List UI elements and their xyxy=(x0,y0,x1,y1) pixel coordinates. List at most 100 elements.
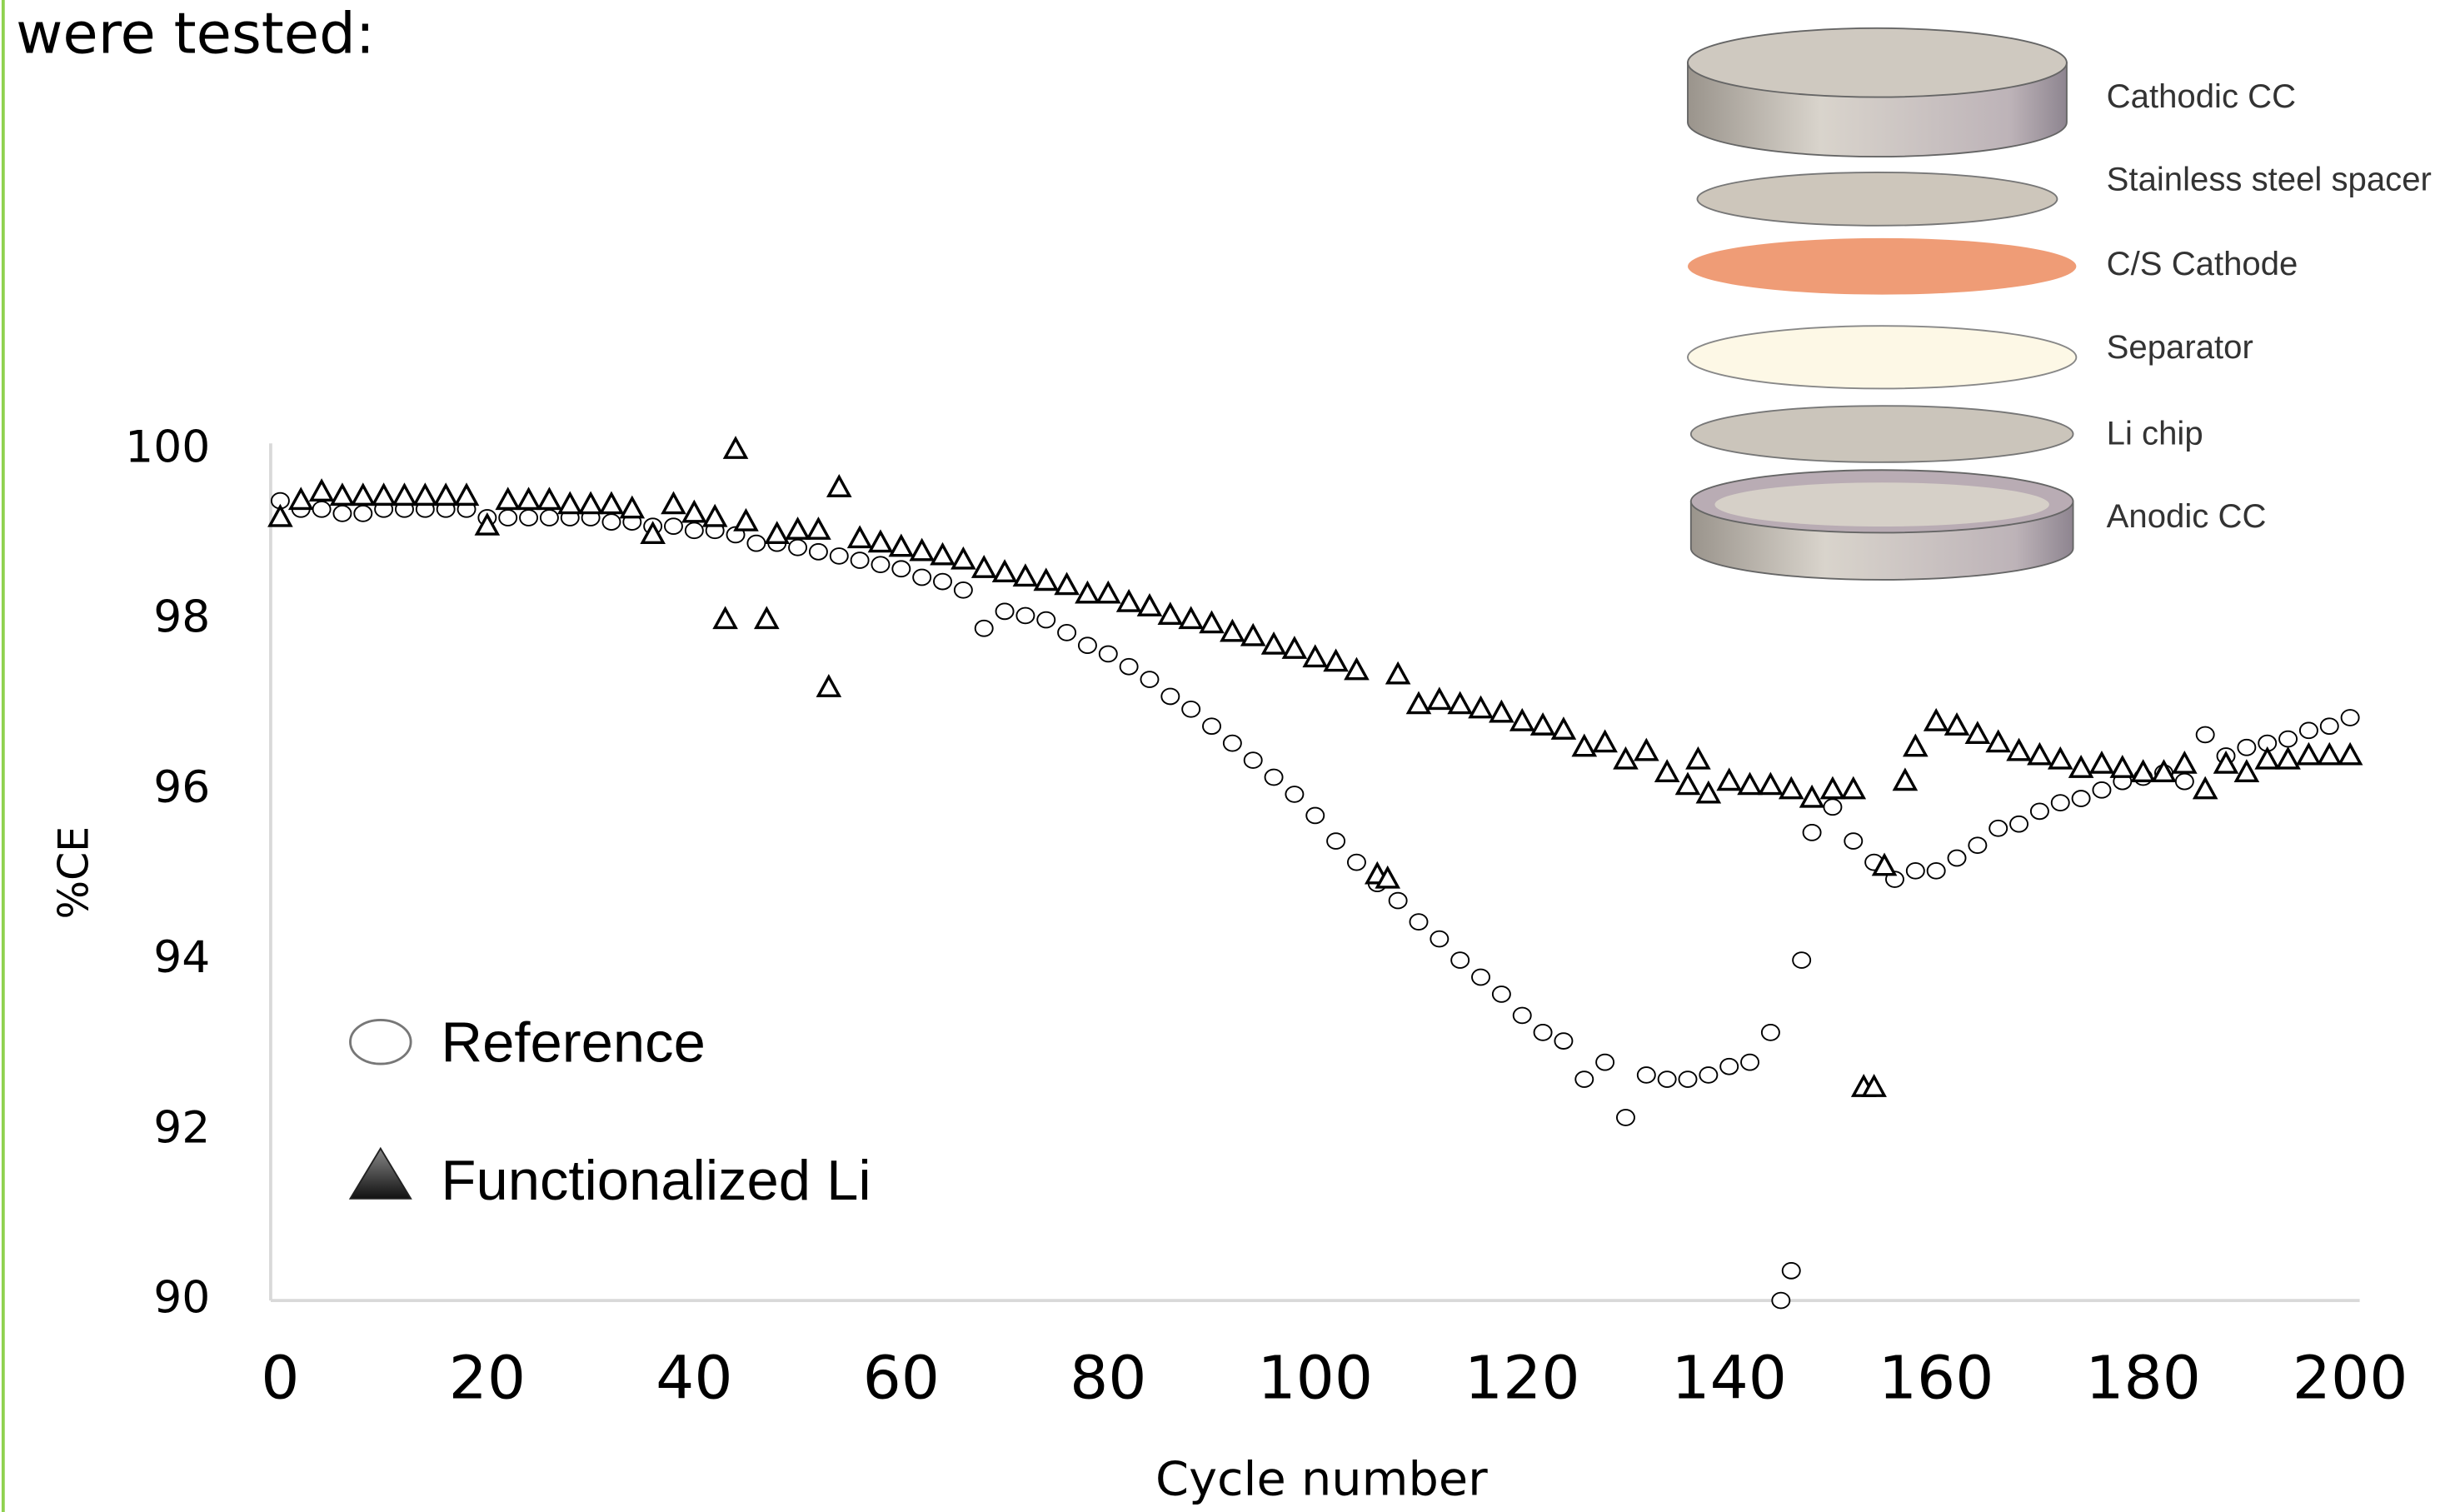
x-tick-label: 120 xyxy=(1465,1343,1580,1412)
diagram-label: Anodic CC xyxy=(2107,498,2267,535)
triangle-point xyxy=(371,482,397,506)
triangle-point xyxy=(909,537,935,561)
triangle-point xyxy=(1302,644,1329,668)
circle-point xyxy=(1036,611,1056,629)
triangle-point xyxy=(1923,707,1949,731)
triangle-point xyxy=(1220,618,1245,642)
x-tick-label: 20 xyxy=(449,1343,526,1412)
circle-point xyxy=(1636,1066,1656,1084)
triangle-point xyxy=(453,482,480,506)
circle-point xyxy=(1968,836,1988,855)
circle-point xyxy=(1781,1261,1801,1280)
circle-point xyxy=(1471,968,1491,986)
triangle-point xyxy=(1033,567,1060,591)
circle-point xyxy=(1160,687,1180,706)
circle-point xyxy=(2092,781,2112,799)
x-tick-label: 100 xyxy=(1257,1343,1373,1412)
triangle-point xyxy=(661,491,686,515)
circle-point xyxy=(539,509,559,526)
circle-point xyxy=(1057,624,1077,641)
triangle-point xyxy=(1095,580,1121,604)
triangle-point xyxy=(1695,780,1722,804)
triangle-point xyxy=(1592,729,1618,753)
triangle-point xyxy=(619,495,646,519)
triangle-point xyxy=(1861,1074,1887,1097)
y-tick-label: 100 xyxy=(125,422,210,472)
x-axis-title: Cycle number xyxy=(1155,1452,1488,1506)
triangle-point xyxy=(1654,759,1680,782)
triangle-point xyxy=(2296,741,2322,766)
circle-point xyxy=(1119,657,1139,676)
circle-point xyxy=(1098,645,1118,663)
circle-point xyxy=(2298,721,2318,740)
triangle-point xyxy=(1115,588,1142,612)
circle-point xyxy=(850,551,870,569)
triangle-point xyxy=(1468,695,1494,719)
triangle-point xyxy=(1489,699,1514,723)
legend-label: Reference xyxy=(441,1011,705,1074)
circle-point xyxy=(2009,815,2029,833)
legend-label: Functionalized Li xyxy=(441,1149,871,1211)
circle-point xyxy=(1077,636,1097,655)
triangle-point xyxy=(556,491,583,515)
circle-point xyxy=(1181,700,1201,718)
circle-point xyxy=(2174,772,2194,791)
y-tick-label: 96 xyxy=(153,761,210,812)
circle-point xyxy=(1699,1066,1719,1084)
triangle-point xyxy=(1871,852,1898,876)
triangle-point xyxy=(2192,776,2218,800)
triangle-point xyxy=(1136,593,1163,616)
circle-point xyxy=(1222,734,1242,752)
circle-point xyxy=(312,500,332,518)
triangle-point xyxy=(432,482,459,506)
circle-point xyxy=(1512,1006,1532,1025)
triangle-point xyxy=(1685,746,1711,770)
x-tick-label: 80 xyxy=(1070,1343,1146,1412)
triangle-point xyxy=(1075,580,1100,604)
triangle-point xyxy=(1447,691,1473,715)
triangle-point xyxy=(1426,686,1453,711)
circle-point xyxy=(601,513,621,531)
triangle-point xyxy=(2172,750,2198,774)
x-tick-label: 160 xyxy=(1879,1343,1994,1412)
circle-point xyxy=(1305,806,1325,825)
triangle-point xyxy=(1281,636,1308,659)
triangle-point xyxy=(826,474,852,497)
triangle-point xyxy=(733,507,759,531)
triangle-point xyxy=(2275,746,2301,770)
circle-point xyxy=(891,560,911,578)
circle-point xyxy=(953,581,973,599)
triangle-point xyxy=(2151,759,2177,782)
diagram-label: Separator xyxy=(2107,329,2253,366)
x-tick-label: 200 xyxy=(2293,1343,2408,1412)
circle-point xyxy=(2340,709,2360,726)
circle-point xyxy=(1926,861,1946,880)
triangle-point xyxy=(2006,737,2032,761)
circle-point xyxy=(1771,1291,1791,1310)
x-tick-label: 180 xyxy=(2085,1343,2201,1412)
y-tick-label: 94 xyxy=(153,931,210,982)
triangle-point xyxy=(1613,746,1639,770)
triangle-point xyxy=(930,541,956,566)
x-tick-label: 60 xyxy=(863,1343,940,1412)
triangle-point xyxy=(1509,707,1535,731)
triangle-point xyxy=(1323,648,1349,672)
triangle-point xyxy=(1178,606,1204,630)
triangle-point xyxy=(2254,746,2281,770)
circle-point xyxy=(1792,951,1812,969)
circle-point xyxy=(1905,861,1925,880)
circle-point xyxy=(1595,1053,1615,1071)
circle-point xyxy=(684,521,704,540)
circle-point xyxy=(1140,671,1160,688)
triangle-point xyxy=(701,503,728,527)
circle-point xyxy=(664,517,683,536)
legend: Reference Functionalized Li xyxy=(348,1011,871,1212)
triangle-point xyxy=(474,511,501,536)
triangle-point xyxy=(350,482,377,506)
circle-point xyxy=(2071,790,2091,807)
circle-point xyxy=(1015,606,1035,625)
triangle-point xyxy=(2130,759,2156,782)
triangle-point xyxy=(1758,771,1784,796)
triangle-point xyxy=(308,478,335,502)
triangle-point xyxy=(2337,741,2363,766)
